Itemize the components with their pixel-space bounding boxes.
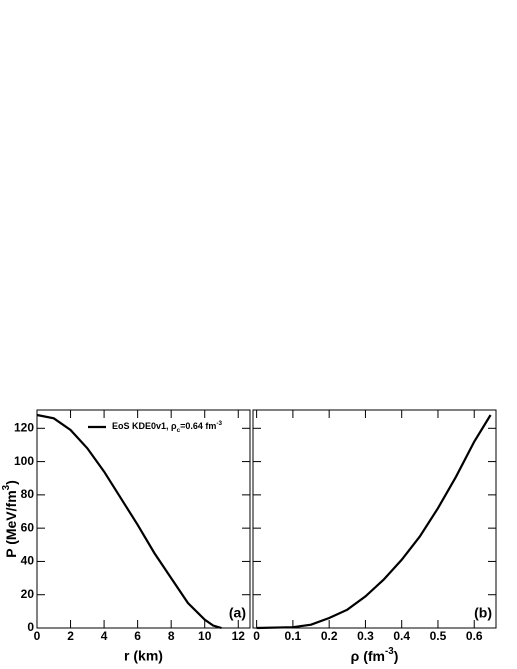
legend-label-part: -3 [216,420,222,427]
x-tick-label: 12 [232,629,246,643]
x-tick-label: 0 [34,629,41,643]
x-tick-label: 10 [198,629,212,643]
y-axis-title: P (MeV/fm3) [1,480,19,558]
x-tick-label: 2 [67,629,74,643]
line-series [256,414,492,630]
legend-label: EoS KDE0v1, ρc=0.64 fm-3 [112,420,222,434]
x-axis-title: r (km) [124,648,163,664]
y-tick-label: 40 [21,554,35,568]
x-tick-label: 8 [168,629,175,643]
y-tick-label: 80 [21,487,35,501]
y-axis-title-part: ) [3,480,19,485]
legend-label-part: =0.64 fm [180,421,216,431]
panel-label: (a) [229,605,246,621]
y-axis-title-part: 3 [1,484,12,490]
x-axis-title: ρ (fm-3) [351,646,399,664]
x-tick-label: 0.1 [285,629,302,643]
line-series [36,413,222,630]
y-tick-label: 0 [27,620,34,634]
x-tick-label: 0.6 [466,629,483,643]
x-tick-label: 0.2 [321,629,338,643]
y-tick-label: 120 [14,420,34,434]
plot-frame [252,409,497,629]
x-tick-label: 0.4 [393,629,410,643]
x-tick-label: 4 [101,629,108,643]
y-axis-title-part: P (MeV/fm [3,490,19,557]
x-axis-title-part: ρ (fm [351,648,385,664]
x-tick-label: 0.5 [430,629,447,643]
x-tick-label: 0.3 [357,629,374,643]
x-tick-label: 6 [134,629,141,643]
x-axis-title-part: -3 [385,646,394,657]
x-axis-title-part: ) [394,648,399,664]
y-tick-label: 20 [21,587,35,601]
y-tick-label: 100 [14,454,34,468]
x-tick-label: 0 [253,629,260,643]
legend-label-part: c [177,427,181,434]
y-tick-label: 60 [21,520,35,534]
legend-label-part: EoS KDE0v1, ρ [112,421,177,431]
panel-label: (b) [474,605,492,621]
plot-frame [36,409,251,629]
